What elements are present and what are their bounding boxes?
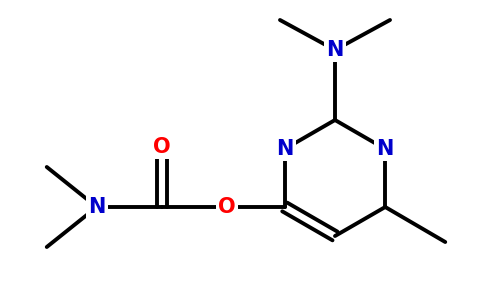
Text: N: N — [88, 197, 106, 217]
Text: N: N — [276, 139, 293, 159]
Text: O: O — [218, 197, 236, 217]
Text: O: O — [153, 137, 170, 157]
Text: N: N — [377, 139, 394, 159]
Text: N: N — [326, 40, 344, 60]
